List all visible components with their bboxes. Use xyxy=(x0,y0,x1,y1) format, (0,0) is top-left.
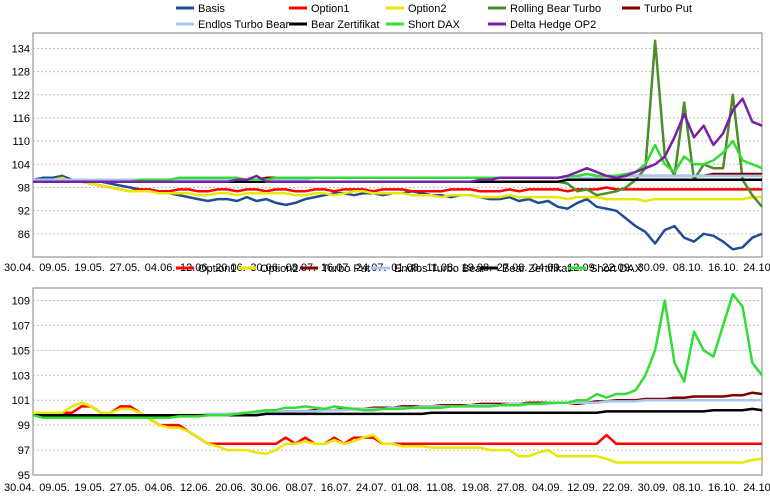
x-tick-label: 16.07. xyxy=(321,262,352,274)
x-tick-label: 19.05. xyxy=(74,482,105,494)
series-line-option1 xyxy=(33,178,762,193)
y-tick-label: 103 xyxy=(12,370,30,382)
chart-1: 86 92 98 104 110 116 122 128 134 30.04. 09.05. 19.0… xyxy=(4,3,770,274)
x-tick-label: 20.06. xyxy=(215,482,246,494)
series-line-short-dax xyxy=(32,292,763,419)
legend-label: Option1 xyxy=(198,263,237,275)
x-tick-label: 08.10. xyxy=(673,262,704,274)
y-tick-label: 134 xyxy=(12,43,30,55)
legend-label: Option2 xyxy=(260,263,299,275)
x-tick-label: 04.09. xyxy=(532,482,563,494)
y-tick-label: 98 xyxy=(18,182,30,194)
legend: Option1 Option2 Turbo Put Endlos Turbo Bear… xyxy=(176,263,643,275)
y-tick-label: 95 xyxy=(18,470,30,482)
x-tick-label: 12.06. xyxy=(180,482,211,494)
x-tick-label: 08.10. xyxy=(673,482,704,494)
legend-label: Turbo Put xyxy=(644,3,692,15)
x-tick-label: 12.06. xyxy=(180,262,211,274)
legend-label: Bear Zertifikat xyxy=(502,263,570,275)
x-tick-label: 24.07. xyxy=(356,262,387,274)
x-tick-label: 19.08. xyxy=(462,262,493,274)
x-tick-label: 22.09. xyxy=(602,262,633,274)
y-tick-label: 97 xyxy=(18,445,30,457)
y-tick-label: 99 xyxy=(18,420,30,432)
x-tick-label: 16.10. xyxy=(708,262,739,274)
y-tick-label: 101 xyxy=(12,395,30,407)
series-line-delta-hedge-op2 xyxy=(33,97,763,183)
x-tick-label: 22.09. xyxy=(602,482,633,494)
x-tick-label: 27.08. xyxy=(497,262,528,274)
y-tick-label: 86 xyxy=(18,229,30,241)
y-tick-label: 128 xyxy=(12,67,30,79)
x-tick-label: 30.06. xyxy=(250,262,281,274)
x-tick-label: 27.05. xyxy=(110,262,141,274)
x-tick-label: 16.07. xyxy=(321,482,352,494)
legend-label: Endlos Turbo Bear xyxy=(198,19,289,31)
x-tick-label: 30.09. xyxy=(638,482,669,494)
x-tick-label: 27.08. xyxy=(497,482,528,494)
x-tick-label: 30.04. xyxy=(4,482,35,494)
legend-label: Endlos Turbo Bear xyxy=(394,263,485,275)
series-line-short-dax xyxy=(33,139,763,183)
x-tick-label: 11.08. xyxy=(426,262,456,274)
legend-label: Delta Hedge OP2 xyxy=(510,19,596,31)
y-tick-label: 122 xyxy=(12,90,30,102)
y-tick-label: 92 xyxy=(18,206,30,218)
x-tick-label: 30.04. xyxy=(4,262,35,274)
legend-label: Short DAX xyxy=(408,19,461,31)
x-tick-label: 01.08. xyxy=(391,262,422,274)
y-tick-label: 110 xyxy=(12,136,30,148)
y-tick-label: 109 xyxy=(12,295,30,307)
x-tick-label: 27.05. xyxy=(110,482,141,494)
legend-label: Option2 xyxy=(408,3,447,15)
series-line-option2 xyxy=(33,401,763,464)
x-tick-label: 30.06. xyxy=(250,482,281,494)
x-tick-label: 09.05. xyxy=(39,262,70,274)
x-tick-label: 24.10. xyxy=(743,262,770,274)
legend-label: Turbo Put xyxy=(322,263,370,275)
legend-label: Option1 xyxy=(311,3,350,15)
x-tick-label: 12.09. xyxy=(567,482,598,494)
x-tick-label: 30.09. xyxy=(638,262,669,274)
x-tick-label: 04.09. xyxy=(532,262,563,274)
x-tick-label: 16.10. xyxy=(708,482,739,494)
x-tick-label: 20.06. xyxy=(215,262,246,274)
x-tick-label: 19.05. xyxy=(74,262,105,274)
legend-label: Rolling Bear Turbo xyxy=(510,3,601,15)
x-tick-label: 08.07. xyxy=(286,482,317,494)
y-tick-label: 104 xyxy=(12,159,30,171)
x-tick-label: 09.05. xyxy=(39,482,70,494)
x-tick-label: 11.08. xyxy=(426,482,456,494)
plot-area xyxy=(32,287,763,476)
y-tick-label: 116 xyxy=(12,113,30,125)
x-tick-label: 01.08. xyxy=(391,482,422,494)
series-line-option2 xyxy=(33,176,762,203)
plot-area xyxy=(32,32,763,258)
legend-label: Basis xyxy=(198,3,225,15)
y-tick-label: 105 xyxy=(12,345,30,357)
legend-label: Short DAX xyxy=(590,263,643,275)
y-tick-label: 107 xyxy=(12,320,30,332)
legend-label: Bear Zertifikat xyxy=(311,19,379,31)
x-tick-label: 24.07. xyxy=(356,482,387,494)
x-tick-label: 24.10. xyxy=(743,482,770,494)
chart-2: 95 97 99 101 103 105 107 109 30.04. 09.05. 19.05. 2… xyxy=(4,263,770,494)
x-tick-label: 04.06. xyxy=(145,262,176,274)
x-tick-label: 19.08. xyxy=(462,482,493,494)
series-line-bear-zertifikat xyxy=(33,407,763,417)
legend: Basis Option1 Option2 Rolling Bear Turbo Tur… xyxy=(176,3,692,31)
x-tick-label: 04.06. xyxy=(145,482,176,494)
